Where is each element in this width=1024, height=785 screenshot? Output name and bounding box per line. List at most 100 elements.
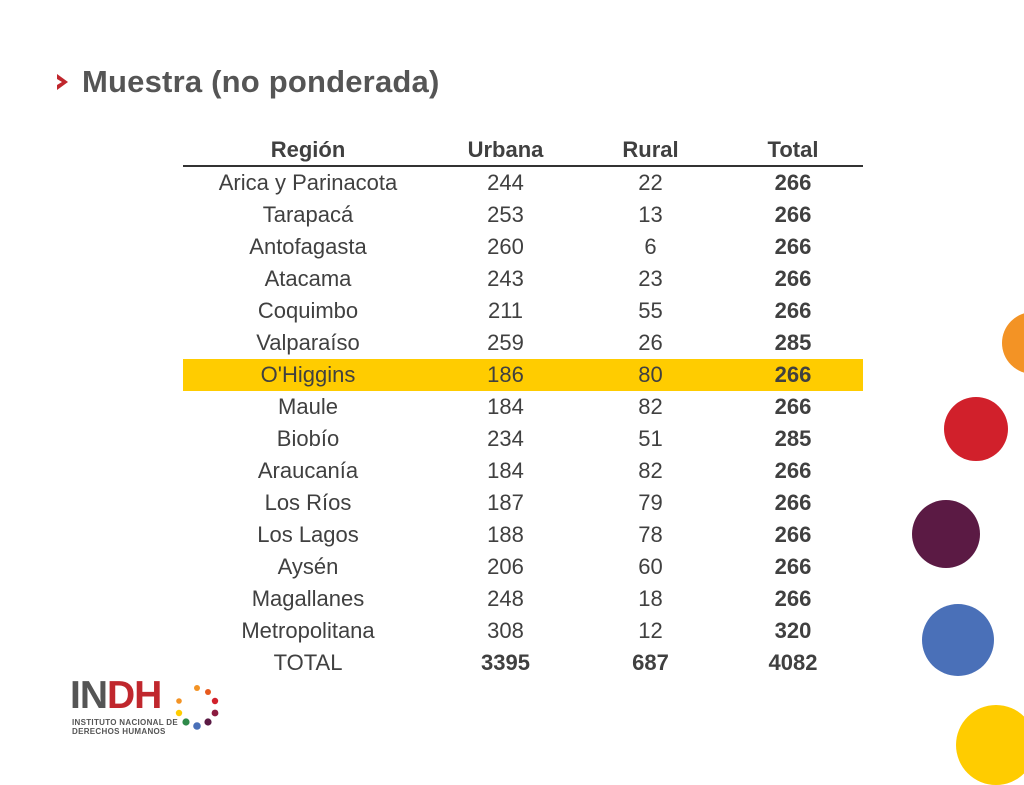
cell-region: Metropolitana [241, 618, 375, 643]
table-row: Coquimbo 211 55 266 [183, 295, 863, 327]
cell-region: Magallanes [251, 586, 365, 611]
cell-region: Araucanía [257, 458, 359, 483]
cell-urban: 206 [487, 554, 524, 579]
header-total: Total [723, 135, 863, 167]
header-urban: Urbana [433, 135, 578, 167]
cell-rural: 26 [638, 330, 663, 355]
slide-title-row: Muestra (no ponderada) [54, 62, 439, 102]
cell-urban: 253 [487, 202, 524, 227]
table-row: Tarapacá 253 13 266 [183, 199, 863, 231]
cell-total: 266 [774, 170, 812, 195]
header-rural: Rural [578, 135, 723, 167]
cell-total: 266 [774, 490, 812, 515]
cell-rural: 78 [638, 522, 663, 547]
table-row: Arica y Parinacota 244 22 266 [183, 166, 863, 199]
cell-region: Los Ríos [264, 490, 352, 515]
cell-urban: 234 [487, 426, 524, 451]
red-dot [944, 397, 1008, 461]
total-label: TOTAL [273, 650, 343, 675]
table-row: Magallanes 248 18 266 [183, 583, 863, 615]
cell-urban: 186 [433, 359, 578, 391]
cell-total: 266 [774, 234, 812, 259]
table-row: Atacama 243 23 266 [183, 263, 863, 295]
cell-region: Antofagasta [249, 234, 367, 259]
cell-rural: 51 [638, 426, 663, 451]
cell-region: Atacama [264, 266, 352, 291]
cell-total: 266 [774, 266, 812, 291]
cell-rural: 79 [638, 490, 663, 515]
table-row: Aysén 206 60 266 [183, 551, 863, 583]
purple-dot [912, 500, 980, 568]
orange-dot [1002, 312, 1024, 374]
slide-title: Muestra (no ponderada) [82, 64, 440, 99]
table-row: Los Ríos 187 79 266 [183, 487, 863, 519]
chevron-right-icon [57, 74, 68, 90]
cell-region: Los Lagos [257, 522, 359, 547]
table-row: Metropolitana 308 12 320 [183, 615, 863, 647]
cell-urban: 184 [487, 394, 524, 419]
cell-total: 285 [774, 330, 812, 355]
cell-rural: 82 [638, 458, 663, 483]
cell-region: Coquimbo [257, 298, 359, 323]
cell-urban: 259 [487, 330, 524, 355]
cell-total: 266 [774, 458, 812, 483]
cell-rural: 13 [638, 202, 663, 227]
table-body: Arica y Parinacota 244 22 266 Tarapacá 253 13 2… [183, 166, 863, 679]
logo-wordmark: INDH [70, 674, 162, 717]
table-row: Los Lagos 188 78 266 [183, 519, 863, 551]
cell-region: O'Higgins [183, 359, 433, 391]
cell-urban: 188 [487, 522, 524, 547]
cell-total: 266 [774, 202, 812, 227]
cell-urban: 260 [487, 234, 524, 259]
table-row: Biobío 234 51 285 [183, 423, 863, 455]
table-row: O'Higgins 186 80 266 [183, 359, 863, 391]
logo-dots-ring-icon [175, 685, 219, 730]
cell-urban: 184 [487, 458, 524, 483]
cell-rural: 55 [638, 298, 663, 323]
cell-region: Maule [278, 394, 338, 419]
cell-rural: 60 [638, 554, 663, 579]
cell-urban: 308 [487, 618, 524, 643]
cell-total: 266 [723, 359, 863, 391]
cell-total: 266 [774, 522, 812, 547]
cell-rural: 22 [638, 170, 663, 195]
cell-total: 320 [774, 618, 812, 643]
cell-rural: 23 [638, 266, 663, 291]
cell-urban-sum: 3395 [481, 650, 530, 675]
cell-urban: 187 [487, 490, 524, 515]
cell-rural: 12 [638, 618, 663, 643]
logo-line2: DERECHOS HUMANOS [72, 727, 166, 736]
cell-urban: 211 [487, 298, 524, 323]
sample-table: Región Urbana Rural Total Arica y Parina… [183, 135, 863, 679]
cell-rural-sum: 687 [632, 650, 669, 675]
cell-total: 285 [774, 426, 812, 451]
cell-urban: 248 [487, 586, 524, 611]
blue-dot [922, 604, 994, 676]
table-row: Valparaíso 259 26 285 [183, 327, 863, 359]
cell-total: 266 [774, 394, 812, 419]
table-header-row: Región Urbana Rural Total [183, 135, 863, 167]
cell-region: Tarapacá [262, 202, 354, 227]
cell-region: Valparaíso [256, 330, 360, 355]
table-row: Maule 184 82 266 [183, 391, 863, 423]
cell-rural: 82 [638, 394, 663, 419]
cell-total: 266 [774, 586, 812, 611]
indh-logo: INDH INSTITUTO NACIONAL DE DERECHOS HUMA… [70, 676, 230, 736]
cell-urban: 243 [487, 266, 524, 291]
table-row: Antofagasta 260 6 266 [183, 231, 863, 263]
cell-region: Aysén [277, 554, 339, 579]
cell-total: 266 [774, 554, 812, 579]
logo-line1: INSTITUTO NACIONAL DE [72, 718, 179, 727]
yellow-dot [956, 705, 1024, 785]
cell-rural: 80 [578, 359, 723, 391]
cell-total-sum: 4082 [768, 650, 818, 675]
cell-region: Biobío [276, 426, 340, 451]
cell-urban: 244 [487, 170, 524, 195]
header-region: Región [183, 135, 433, 167]
cell-region: Arica y Parinacota [218, 170, 398, 195]
cell-total: 266 [774, 298, 812, 323]
cell-rural: 18 [638, 586, 663, 611]
table-row: Araucanía 184 82 266 [183, 455, 863, 487]
cell-rural: 6 [644, 234, 657, 259]
table-total-row: TOTAL 3395 687 4082 [183, 647, 863, 679]
